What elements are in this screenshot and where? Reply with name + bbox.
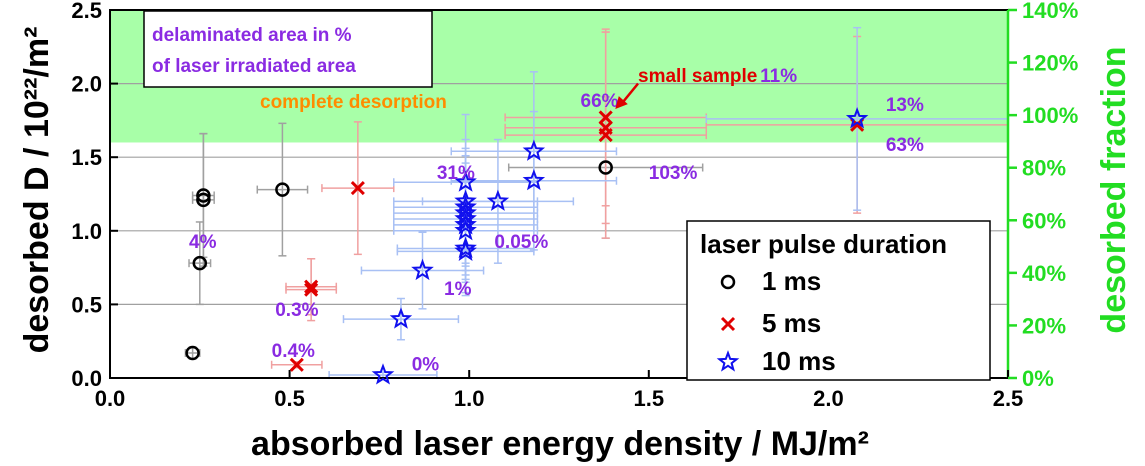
y-tick-label: 0.0 (71, 366, 102, 391)
annotations: 4% 0.3% 0.4% 0% 1% 0.05% 31% 103% 66% small sampl… (189, 66, 924, 376)
data-point-10ms (454, 170, 477, 192)
box-text-line-1: delaminated area in % (152, 25, 352, 46)
x-axis-title: absorbed laser energy density / MJ/m² (251, 425, 869, 463)
annotation-label: 13% (886, 95, 924, 116)
complete-desorption-label: complete desorption (260, 92, 447, 113)
legend-markers (716, 274, 740, 372)
annotation-label: 66% (581, 91, 619, 112)
annotation-label: 63% (886, 135, 924, 156)
data-point-10ms (371, 363, 395, 385)
error-bar-10ms (705, 26, 1009, 211)
legend-marker-5ms (720, 316, 736, 332)
x-tick-label: 2.5 (993, 386, 1024, 411)
y-tick-label: 2.5 (71, 0, 102, 23)
y-tick-label: 1.5 (71, 145, 102, 170)
y-tick-label: 1.0 (71, 219, 102, 244)
data-point-1ms (598, 160, 613, 175)
data-point-5ms (304, 279, 319, 294)
annotation-label: 0.3% (275, 300, 318, 321)
x-tick-label: 0.5 (274, 386, 305, 411)
x-ticks: 0.0 0.5 1.0 1.5 2.0 2.5 (95, 370, 1024, 411)
data-point-10ms (845, 107, 869, 129)
y2-tick-label: 100% (1022, 103, 1078, 128)
annotation-label: small sample (638, 66, 757, 87)
data-point-5ms (289, 357, 304, 372)
small-sample-arrowhead (615, 96, 628, 109)
legend-marker-1ms (720, 274, 736, 290)
y2-tick-label: 40% (1022, 261, 1066, 286)
legend-label-5ms: 5 ms (762, 308, 821, 338)
annotation-label: 0% (412, 354, 440, 375)
legend-box (686, 220, 991, 381)
small-sample-arrow (620, 82, 639, 105)
data-point-5ms (350, 181, 365, 196)
x-tick-label: 1.0 (454, 386, 485, 411)
data-point-5ms (304, 282, 319, 297)
data-point-5ms (598, 120, 613, 135)
annotation-label: 0.05% (494, 232, 548, 253)
y2-tick-label: 60% (1022, 208, 1066, 233)
data-point-10ms (522, 168, 546, 191)
legend-title: laser pulse duration (700, 229, 947, 259)
annotation-label: 103% (649, 163, 698, 184)
x-tick-label: 0.0 (95, 386, 126, 411)
data-point-1ms (196, 192, 211, 208)
y2-tick-label: 0% (1022, 366, 1054, 391)
annotation-label: 0.4% (272, 341, 315, 362)
legend-label-10ms: 10 ms (762, 346, 836, 376)
x-tick-label: 1.5 (634, 386, 665, 411)
y-axis-title: desorbed D / 10²²/m² (18, 27, 56, 354)
error-bar-10ms (342, 297, 460, 341)
data-point-5ms (598, 110, 613, 125)
y2-axis-title: desorbed fraction (1095, 46, 1133, 333)
legend-marker-10ms (716, 350, 740, 372)
data-point-1ms (196, 188, 211, 203)
y-tick-label: 0.5 (71, 292, 102, 317)
y-tick-label: 2.0 (71, 72, 102, 97)
y-ticks: 0.0 0.5 1.0 1.5 2.0 2.5 (71, 0, 118, 391)
y2-ticks: 0% 20% 40% 60% 80% 100% 120% 140% (1008, 0, 1078, 391)
delaminated-box (143, 10, 433, 88)
y2-tick-label: 140% (1022, 0, 1078, 23)
y2-tick-label: 120% (1022, 51, 1078, 76)
data-point-10ms (454, 236, 477, 258)
data-point-1ms (192, 255, 208, 271)
x-tick-label: 2.0 (813, 386, 844, 411)
legend-label-1ms: 1 ms (762, 266, 821, 296)
error-bar-10ms (450, 71, 618, 232)
annotation-label: 11% (760, 66, 797, 87)
data-point-10ms (486, 189, 510, 211)
y2-tick-label: 80% (1022, 156, 1066, 181)
data-point-1ms (275, 182, 290, 197)
data-point-10ms (389, 307, 413, 329)
annotation-label: 1% (444, 279, 472, 300)
data-point-10ms (522, 139, 546, 161)
data-point-10ms (454, 189, 477, 211)
error-bar-10ms (421, 138, 575, 264)
y2-tick-label: 20% (1022, 313, 1066, 338)
data-point-1ms (185, 345, 200, 361)
data-point-10ms (411, 258, 434, 281)
annotation-label: 31% (437, 163, 475, 184)
annotation-label: 4% (189, 232, 217, 253)
error-bar-1ms (256, 122, 309, 257)
data-point-10ms (454, 195, 477, 217)
data-markers (185, 107, 869, 385)
box-text-line-2: of laser irradiated area (152, 56, 356, 77)
